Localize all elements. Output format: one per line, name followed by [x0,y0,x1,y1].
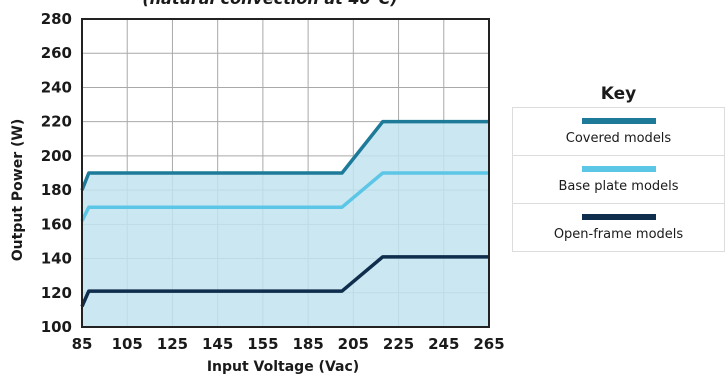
x-tick-label: 245 [428,335,459,353]
x-tick-label: 205 [338,335,369,353]
y-tick-label: 120 [41,284,72,302]
legend-entry-covered: Covered models [512,107,725,156]
covered-area-fill [82,121,489,328]
legend-entry-open-frame: Open-frame models [512,203,725,252]
x-tick-label: 265 [473,335,504,353]
series-lines [80,119,489,308]
legend-swatch-base-plate [581,165,656,172]
chart-title: (natural convection at 40°C) [142,0,397,8]
y-axis-ticks: 100 120 140 160 180 200 220 240 260 280 [41,10,72,336]
plot-frame [81,18,490,328]
series-line-base-plate-models [80,171,489,222]
y-tick-label: 140 [41,250,72,268]
x-tick-label: 185 [292,335,323,353]
y-tick-label: 100 [41,318,72,336]
legend-label-open-frame: Open-frame models [553,226,684,242]
legend-swatch-covered [581,117,656,124]
x-tick-label: 125 [157,335,188,353]
legend-swatch-open-frame [581,213,656,220]
legend-label-covered: Covered models [565,130,672,146]
x-tick-label: 85 [72,335,93,353]
y-tick-label: 280 [41,10,72,28]
legend-entry-base-plate: Base plate models [512,155,725,204]
series-line-open-frame-models [80,255,489,308]
x-axis-title: Input Voltage (Vac) [207,359,359,375]
legend-label-base-plate: Base plate models [558,178,679,194]
y-tick-label: 160 [41,215,72,233]
x-tick-label: 105 [112,335,143,353]
y-tick-label: 220 [41,113,72,131]
series-line-covered-models [80,119,489,191]
x-axis-ticks: 85 105 125 145 155 185 205 225 245 265 [72,335,505,353]
y-tick-label: 200 [41,147,72,165]
legend: Key Covered models Base plate models Ope… [512,80,725,252]
y-tick-label: 260 [41,44,72,62]
x-tick-label: 225 [383,335,414,353]
y-tick-label: 180 [41,181,72,199]
x-tick-label: 145 [202,335,233,353]
y-axis-title: Output Power (W) [10,119,26,261]
y-tick-label: 240 [41,78,72,96]
x-tick-label: 155 [247,335,278,353]
legend-title: Key [600,84,637,104]
